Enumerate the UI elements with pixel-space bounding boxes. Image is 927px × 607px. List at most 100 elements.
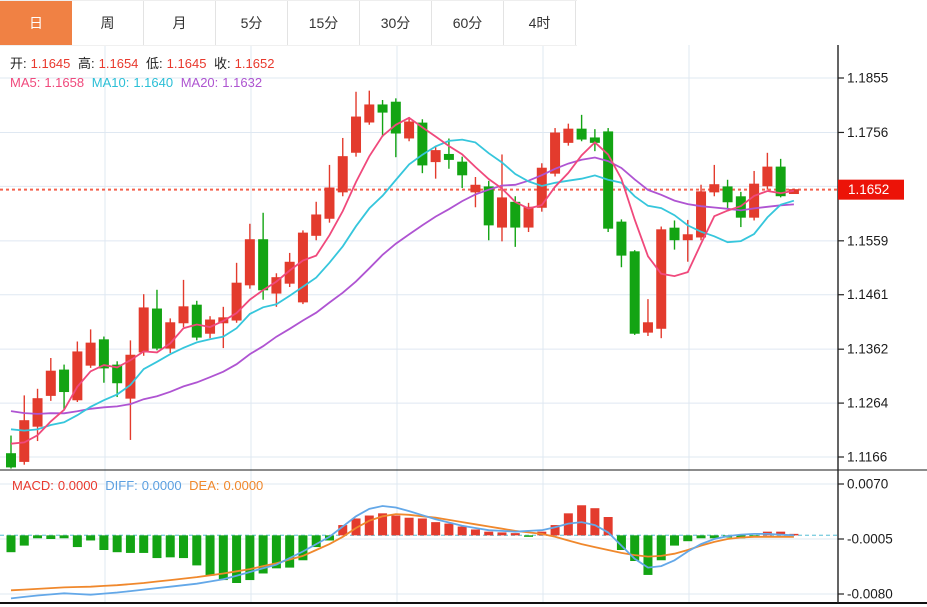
ma5-label: MA5: xyxy=(10,75,41,90)
macd-bar xyxy=(444,523,454,536)
candle-body xyxy=(457,161,468,176)
price-axis-labels: 1.1855 1.1756 1.1559 1.1461 1.1362 1.1264 1.11… xyxy=(838,71,893,602)
candle-body xyxy=(297,232,308,303)
macd-bar xyxy=(99,535,109,550)
current-price-value: 1.1652 xyxy=(848,182,889,197)
candle-body xyxy=(696,191,707,238)
diff-label: DIFF: xyxy=(105,478,138,493)
candle-body xyxy=(19,420,30,462)
candle-body xyxy=(682,234,693,241)
tab-60min-label: 60分 xyxy=(452,15,483,31)
ma10-label: MA10: xyxy=(91,75,130,90)
candle-body xyxy=(523,206,534,228)
price-tick-label: 1.1559 xyxy=(847,233,888,248)
diff-line xyxy=(10,505,794,600)
macd-bar xyxy=(112,535,122,553)
dea-label: DEA: xyxy=(189,478,220,493)
close-value: 1.1652 xyxy=(234,56,275,71)
candle-body xyxy=(6,453,16,468)
candle-body xyxy=(749,183,760,218)
candle-body xyxy=(642,322,653,333)
ohlc-readout: 开: 1.1645 高: 1.1654 低: 1.1645 收: 1.1652 xyxy=(10,53,278,72)
tab-day[interactable]: 日 xyxy=(0,1,72,45)
macd-bar xyxy=(670,535,679,546)
macd-readout: MACD: 0.0000 DIFF: 0.0000 DEA: 0.0000 xyxy=(12,478,267,493)
ma20-label: MA20: xyxy=(180,75,219,90)
ma20-line xyxy=(10,156,794,415)
macd-bar xyxy=(86,535,96,541)
macd-bar xyxy=(683,535,693,542)
open-label: 开: xyxy=(10,56,27,71)
candle-body xyxy=(550,132,561,174)
tab-day-label: 日 xyxy=(29,15,43,31)
macd-bar xyxy=(245,535,255,581)
macd-bar xyxy=(696,535,706,539)
macd-bar xyxy=(577,505,587,536)
macd-tick-label: -0.0080 xyxy=(847,587,893,602)
price-tick-label: 1.1362 xyxy=(847,342,888,357)
macd-bar xyxy=(616,535,626,550)
candle-body xyxy=(165,322,176,349)
candle-body xyxy=(364,104,375,123)
macd-bar xyxy=(152,535,162,559)
candle-body xyxy=(324,187,335,219)
macd-bar xyxy=(205,535,215,576)
tab-month-label: 月 xyxy=(172,15,187,31)
candle-body xyxy=(510,201,521,228)
tab-5min[interactable]: 5分 xyxy=(216,1,288,45)
candle-body xyxy=(351,116,362,153)
macd-bar xyxy=(709,535,719,539)
candle-body xyxy=(762,166,773,187)
candle-body xyxy=(178,306,189,324)
candle-body xyxy=(470,184,481,193)
tab-60min[interactable]: 60分 xyxy=(432,1,504,45)
macd-bar xyxy=(484,531,494,536)
macd-value: 0.0000 xyxy=(57,478,98,493)
macd-bar xyxy=(258,535,268,574)
candle-body xyxy=(629,251,640,334)
candle-body xyxy=(377,104,388,113)
tab-15min[interactable]: 15分 xyxy=(288,1,360,45)
macd-bar xyxy=(776,531,786,536)
candle-body xyxy=(138,307,149,353)
price-tick-label: 1.1461 xyxy=(847,287,888,302)
candles-layer xyxy=(6,90,799,469)
tab-30min[interactable]: 30分 xyxy=(360,1,432,45)
candle-body xyxy=(669,227,680,241)
candle-body xyxy=(85,342,96,366)
tab-4hour[interactable]: 4时 xyxy=(504,1,576,45)
tab-month[interactable]: 月 xyxy=(144,1,216,45)
candle-body xyxy=(98,339,109,369)
candle-body xyxy=(430,150,441,163)
ma10-line xyxy=(10,138,795,432)
candle-body xyxy=(112,364,123,384)
macd-bar xyxy=(417,518,427,536)
candle-body xyxy=(404,121,415,139)
macd-bar xyxy=(311,535,321,548)
candle-body xyxy=(775,166,786,197)
tab-5min-label: 5分 xyxy=(240,15,263,31)
macd-bar xyxy=(457,526,467,536)
macd-bar xyxy=(298,535,308,561)
low-value: 1.1645 xyxy=(166,56,207,71)
macd-bar xyxy=(59,535,69,539)
price-tick-label: 1.1264 xyxy=(847,396,889,411)
macd-bar xyxy=(550,525,560,536)
tab-4hour-label: 4时 xyxy=(528,15,551,31)
tab-week[interactable]: 周 xyxy=(72,1,144,45)
price-tick-label: 1.1855 xyxy=(847,71,888,86)
macd-bar xyxy=(656,535,666,561)
macd-label: MACD: xyxy=(12,478,54,493)
candle-body xyxy=(284,261,295,284)
macd-bar xyxy=(404,517,414,536)
macd-bar xyxy=(6,535,16,553)
macd-bar xyxy=(165,535,175,558)
macd-tick-label: 0.0070 xyxy=(847,477,888,492)
macd-bar xyxy=(192,535,202,566)
macd-bar xyxy=(351,518,361,536)
macd-bar xyxy=(470,529,480,536)
macd-bar xyxy=(643,535,653,575)
candle-body xyxy=(191,304,202,338)
candle-body xyxy=(125,354,136,399)
